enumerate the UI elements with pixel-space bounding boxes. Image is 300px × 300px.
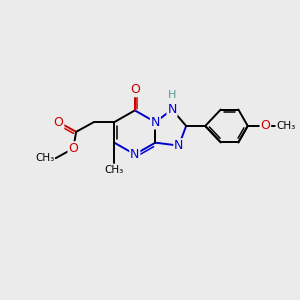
Text: O: O <box>68 142 78 155</box>
Text: O: O <box>130 83 140 96</box>
Text: N: N <box>130 148 140 161</box>
Text: H: H <box>168 90 176 100</box>
Text: N: N <box>167 103 177 116</box>
Text: O: O <box>54 116 64 129</box>
Text: CH₃: CH₃ <box>105 165 124 175</box>
Text: CH₃: CH₃ <box>35 153 54 163</box>
Text: O: O <box>260 119 270 133</box>
Text: CH₃: CH₃ <box>276 121 296 131</box>
Text: N: N <box>174 139 184 152</box>
Text: N: N <box>151 116 160 129</box>
